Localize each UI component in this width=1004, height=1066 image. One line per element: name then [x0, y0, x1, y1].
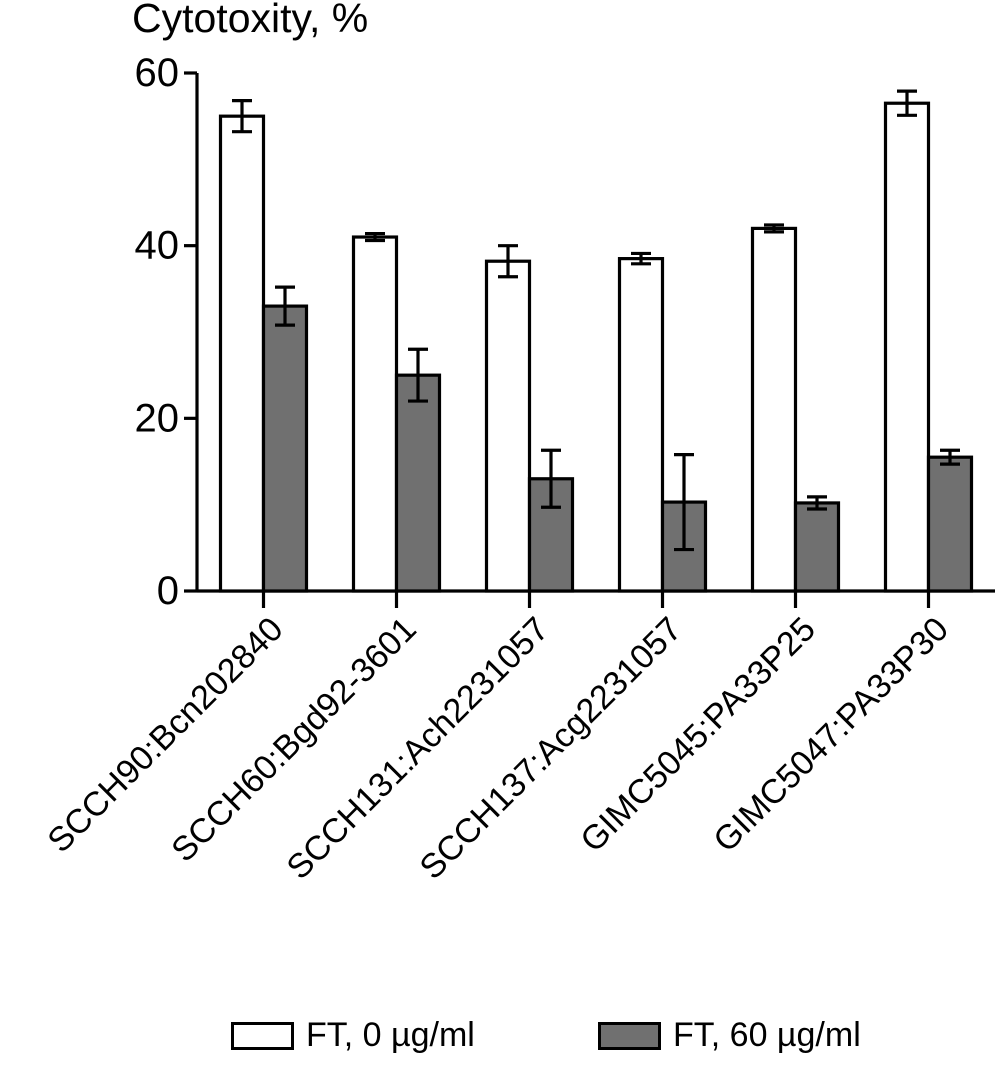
- svg-text:0: 0: [157, 569, 179, 613]
- svg-text:40: 40: [135, 224, 180, 268]
- svg-text:20: 20: [135, 396, 180, 440]
- svg-text:60: 60: [135, 51, 180, 95]
- svg-text:Cytotoxity, %: Cytotoxity, %: [132, 0, 368, 41]
